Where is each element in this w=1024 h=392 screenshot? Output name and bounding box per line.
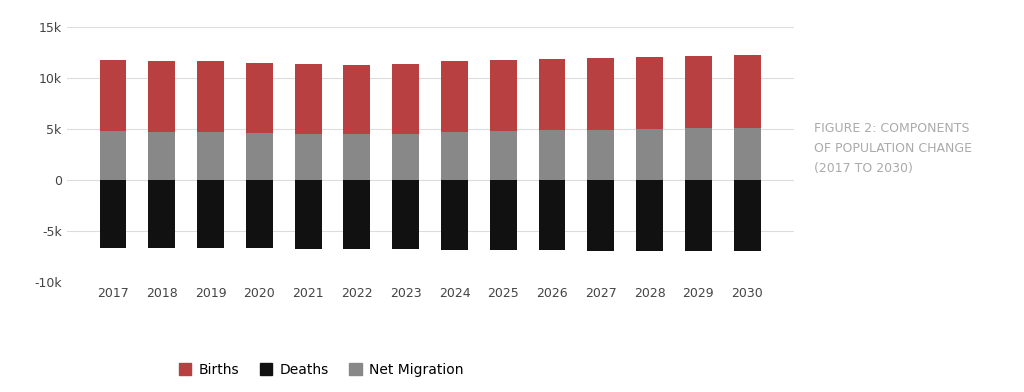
Bar bbox=[588, 58, 614, 130]
Bar bbox=[343, 134, 371, 180]
Text: FIGURE 2: COMPONENTS
OF POPULATION CHANGE
(2017 TO 2030): FIGURE 2: COMPONENTS OF POPULATION CHANG… bbox=[814, 122, 972, 176]
Bar bbox=[295, 180, 322, 249]
Bar bbox=[148, 180, 175, 248]
Bar bbox=[148, 61, 175, 132]
Bar bbox=[588, 180, 614, 250]
Bar bbox=[734, 180, 761, 251]
Bar bbox=[441, 61, 468, 132]
Bar bbox=[734, 55, 761, 128]
Legend: Births, Deaths, Net Migration: Births, Deaths, Net Migration bbox=[173, 357, 469, 382]
Bar bbox=[441, 132, 468, 180]
Bar bbox=[246, 180, 272, 248]
Bar bbox=[588, 130, 614, 180]
Bar bbox=[734, 128, 761, 180]
Bar bbox=[539, 59, 565, 131]
Bar bbox=[343, 180, 371, 249]
Bar bbox=[489, 60, 517, 131]
Bar bbox=[99, 60, 126, 131]
Bar bbox=[636, 129, 663, 180]
Bar bbox=[392, 64, 419, 134]
Bar bbox=[198, 132, 224, 180]
Bar bbox=[295, 134, 322, 180]
Bar bbox=[685, 128, 712, 180]
Bar bbox=[246, 133, 272, 180]
Bar bbox=[685, 56, 712, 128]
Bar bbox=[636, 180, 663, 250]
Bar bbox=[99, 180, 126, 248]
Bar bbox=[685, 180, 712, 251]
Bar bbox=[539, 180, 565, 250]
Bar bbox=[99, 131, 126, 180]
Bar bbox=[441, 180, 468, 250]
Bar bbox=[246, 63, 272, 133]
Bar bbox=[392, 134, 419, 180]
Bar bbox=[392, 180, 419, 249]
Bar bbox=[148, 132, 175, 180]
Bar bbox=[198, 180, 224, 248]
Bar bbox=[636, 57, 663, 129]
Bar bbox=[343, 65, 371, 134]
Bar bbox=[489, 180, 517, 250]
Bar bbox=[489, 131, 517, 180]
Bar bbox=[198, 61, 224, 132]
Bar bbox=[295, 64, 322, 134]
Bar bbox=[539, 131, 565, 180]
